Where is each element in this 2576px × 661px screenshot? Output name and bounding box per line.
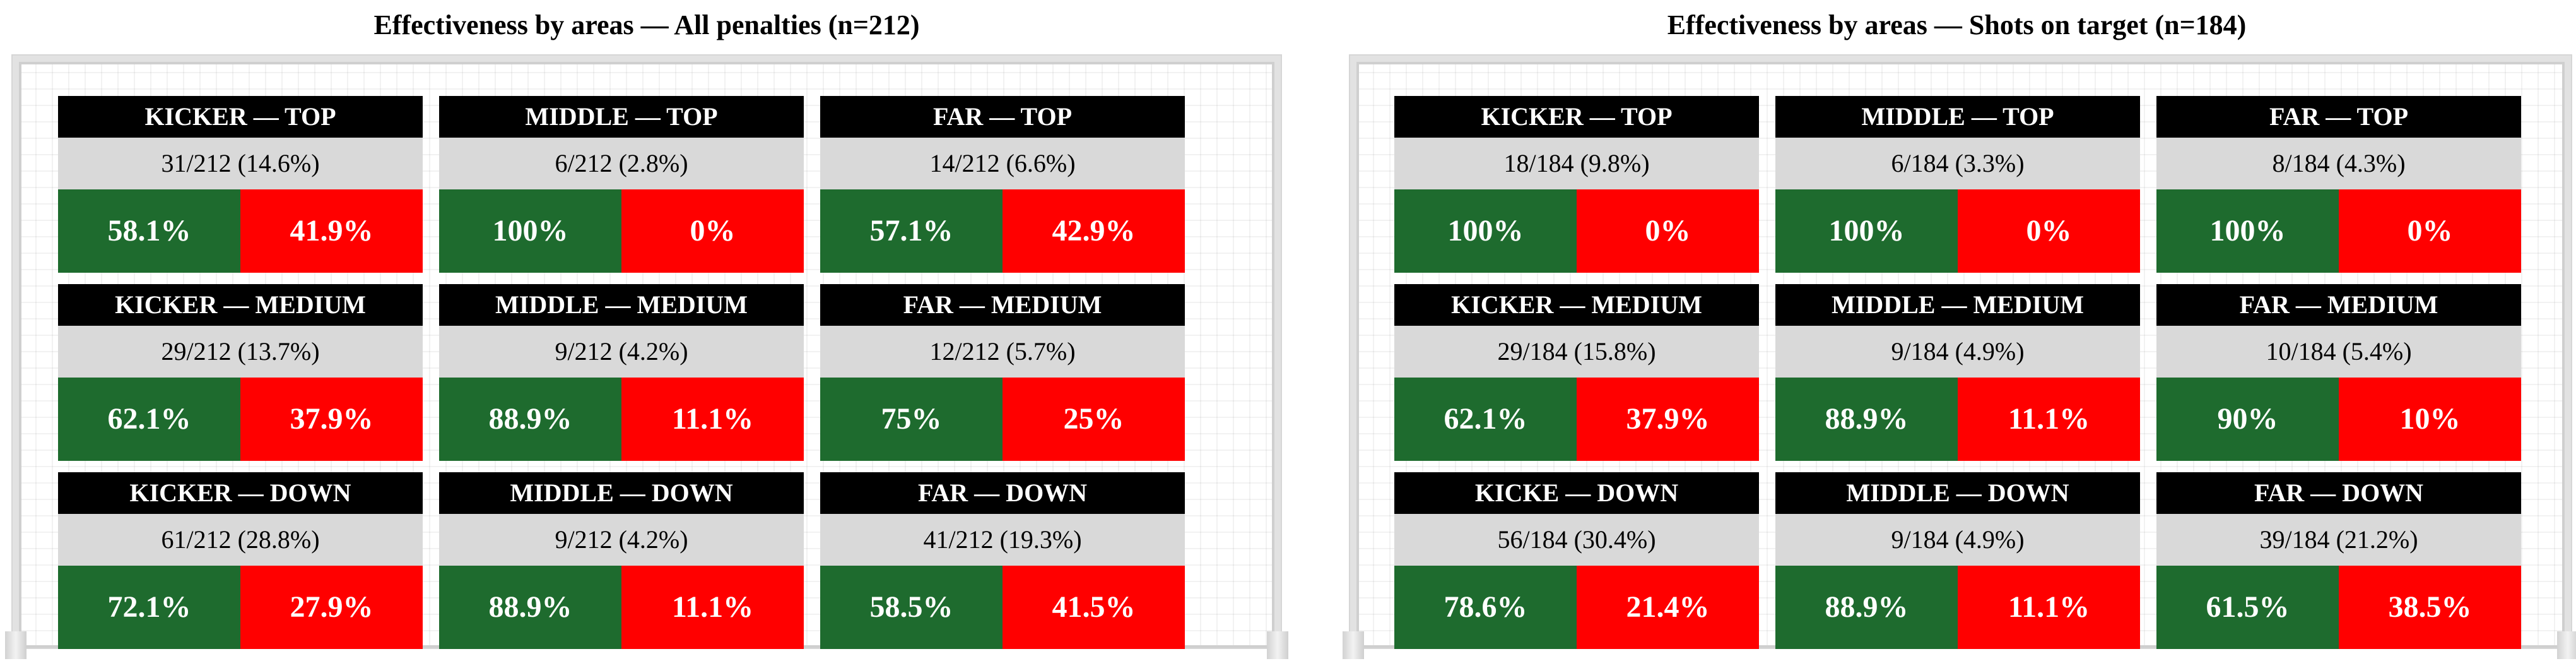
area-cell: MIDDLE — MEDIUM 9/184 (4.9%) 88.9% 11.1% — [1775, 284, 2140, 461]
scored-percentage: 100% — [2156, 189, 2339, 273]
missed-percentage: 27.9% — [240, 566, 423, 649]
goal-post-base — [5, 631, 26, 659]
area-count: 9/184 (4.9%) — [1775, 514, 2140, 566]
area-count: 9/212 (4.2%) — [439, 514, 804, 566]
missed-percentage: 11.1% — [1958, 566, 2140, 649]
area-cell: MIDDLE — DOWN 9/212 (4.2%) 88.9% 11.1% — [439, 472, 804, 649]
missed-percentage: 10% — [2339, 378, 2521, 461]
scored-percentage: 58.5% — [820, 566, 1003, 649]
area-label: KICKER — DOWN — [58, 472, 423, 514]
area-label: KICKER — MEDIUM — [1394, 284, 1759, 326]
area-label: KICKER — TOP — [1394, 96, 1759, 138]
scored-percentage: 100% — [1775, 189, 1958, 273]
area-count: 61/212 (28.8%) — [58, 514, 423, 566]
area-cell: FAR — TOP 8/184 (4.3%) 100% 0% — [2156, 96, 2521, 273]
area-label: FAR — MEDIUM — [2156, 284, 2521, 326]
missed-percentage: 11.1% — [621, 566, 804, 649]
scored-percentage: 72.1% — [58, 566, 240, 649]
area-cell: MIDDLE — DOWN 9/184 (4.9%) 88.9% 11.1% — [1775, 472, 2140, 649]
missed-percentage: 25% — [1003, 378, 1185, 461]
area-count: 6/212 (2.8%) — [439, 138, 804, 189]
area-label: MIDDLE — MEDIUM — [439, 284, 804, 326]
area-label: MIDDLE — TOP — [439, 96, 804, 138]
area-cell: MIDDLE — MEDIUM 9/212 (4.2%) 88.9% 11.1% — [439, 284, 804, 461]
missed-percentage: 11.1% — [621, 378, 804, 461]
area-count: 31/212 (14.6%) — [58, 138, 423, 189]
goal-post-base — [1343, 631, 1364, 659]
area-cell: FAR — MEDIUM 10/184 (5.4%) 90% 10% — [2156, 284, 2521, 461]
area-count: 12/212 (5.7%) — [820, 326, 1185, 378]
scored-percentage: 100% — [1394, 189, 1577, 273]
chart-title: Effectiveness by areas — All penalties (… — [373, 9, 920, 40]
scored-percentage: 88.9% — [1775, 566, 1958, 649]
area-label: FAR — DOWN — [2156, 472, 2521, 514]
area-label: KICKER — MEDIUM — [58, 284, 423, 326]
area-count: 39/184 (21.2%) — [2156, 514, 2521, 566]
missed-percentage: 21.4% — [1577, 566, 1759, 649]
missed-percentage: 42.9% — [1003, 189, 1185, 273]
area-label: KICKE — DOWN — [1394, 472, 1759, 514]
area-cell: FAR — DOWN 41/212 (19.3%) 58.5% 41.5% — [820, 472, 1185, 649]
scored-percentage: 58.1% — [58, 189, 240, 273]
area-cell: KICKER — MEDIUM 29/184 (15.8%) 62.1% 37.9% — [1394, 284, 1759, 461]
area-cell: KICKER — MEDIUM 29/212 (13.7%) 62.1% 37.9% — [58, 284, 423, 461]
area-count: 9/184 (4.9%) — [1775, 326, 2140, 378]
area-cell: FAR — TOP 14/212 (6.6%) 57.1% 42.9% — [820, 96, 1185, 273]
area-label: FAR — DOWN — [820, 472, 1185, 514]
area-cell: KICKER — TOP 31/212 (14.6%) 58.1% 41.9% — [58, 96, 423, 273]
area-label: FAR — TOP — [820, 96, 1185, 138]
missed-percentage: 0% — [1577, 189, 1759, 273]
missed-percentage: 0% — [1958, 189, 2140, 273]
missed-percentage: 41.9% — [240, 189, 423, 273]
scored-percentage: 100% — [439, 189, 621, 273]
scored-percentage: 62.1% — [1394, 378, 1577, 461]
area-label: MIDDLE — TOP — [1775, 96, 2140, 138]
goal-post-base — [1267, 631, 1288, 659]
missed-percentage: 0% — [621, 189, 804, 273]
chart-title: Effectiveness by areas — Shots on target… — [1667, 9, 2247, 40]
area-cell: KICKER — TOP 18/184 (9.8%) 100% 0% — [1394, 96, 1759, 273]
scored-percentage: 62.1% — [58, 378, 240, 461]
area-count: 29/212 (13.7%) — [58, 326, 423, 378]
missed-percentage: 37.9% — [1577, 378, 1759, 461]
area-count: 29/184 (15.8%) — [1394, 326, 1759, 378]
area-count: 9/212 (4.2%) — [439, 326, 804, 378]
scored-percentage: 57.1% — [820, 189, 1003, 273]
area-count: 56/184 (30.4%) — [1394, 514, 1759, 566]
area-cell: FAR — DOWN 39/184 (21.2%) 61.5% 38.5% — [2156, 472, 2521, 649]
area-cell: MIDDLE — TOP 6/184 (3.3%) 100% 0% — [1775, 96, 2140, 273]
scored-percentage: 88.9% — [439, 378, 621, 461]
missed-percentage: 11.1% — [1958, 378, 2140, 461]
scored-percentage: 75% — [820, 378, 1003, 461]
missed-percentage: 0% — [2339, 189, 2521, 273]
area-cell: KICKER — DOWN 61/212 (28.8%) 72.1% 27.9% — [58, 472, 423, 649]
scored-percentage: 88.9% — [1775, 378, 1958, 461]
area-count: 10/184 (5.4%) — [2156, 326, 2521, 378]
area-count: 14/212 (6.6%) — [820, 138, 1185, 189]
area-label: MIDDLE — DOWN — [439, 472, 804, 514]
area-count: 6/184 (3.3%) — [1775, 138, 2140, 189]
area-label: MIDDLE — DOWN — [1775, 472, 2140, 514]
missed-percentage: 37.9% — [240, 378, 423, 461]
scored-percentage: 88.9% — [439, 566, 621, 649]
scored-percentage: 78.6% — [1394, 566, 1577, 649]
goal-post-base — [2557, 631, 2576, 659]
area-count: 18/184 (9.8%) — [1394, 138, 1759, 189]
area-cell: MIDDLE — TOP 6/212 (2.8%) 100% 0% — [439, 96, 804, 273]
scored-percentage: 61.5% — [2156, 566, 2339, 649]
area-count: 8/184 (4.3%) — [2156, 138, 2521, 189]
area-label: MIDDLE — MEDIUM — [1775, 284, 2140, 326]
scored-percentage: 90% — [2156, 378, 2339, 461]
area-label: FAR — TOP — [2156, 96, 2521, 138]
missed-percentage: 38.5% — [2339, 566, 2521, 649]
area-label: KICKER — TOP — [58, 96, 423, 138]
area-cell: KICKE — DOWN 56/184 (30.4%) 78.6% 21.4% — [1394, 472, 1759, 649]
area-count: 41/212 (19.3%) — [820, 514, 1185, 566]
area-label: FAR — MEDIUM — [820, 284, 1185, 326]
area-cell: FAR — MEDIUM 12/212 (5.7%) 75% 25% — [820, 284, 1185, 461]
missed-percentage: 41.5% — [1003, 566, 1185, 649]
